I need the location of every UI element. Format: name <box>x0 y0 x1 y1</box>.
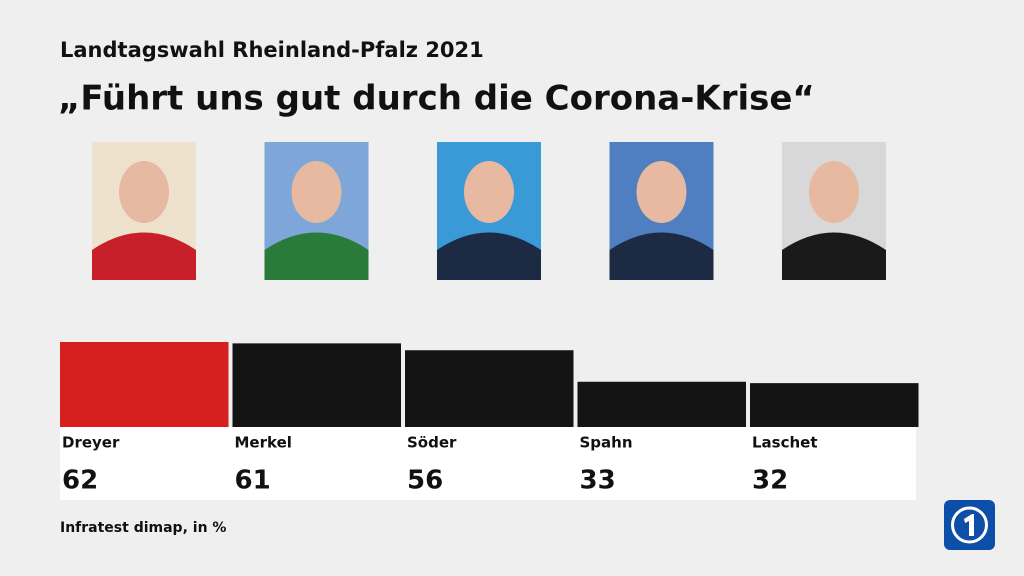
category-label: Dreyer <box>62 434 120 452</box>
photo-face <box>119 161 169 223</box>
bar <box>232 343 401 427</box>
chart-title: Landtagswahl Rheinland-Pfalz 2021 <box>60 38 484 62</box>
value-label: 56 <box>407 466 443 496</box>
photo <box>92 142 196 280</box>
value-label: 62 <box>62 466 98 496</box>
photo <box>782 142 886 280</box>
photo-face <box>809 161 859 223</box>
bar <box>405 350 574 427</box>
value-label: 61 <box>235 466 271 496</box>
photo-body <box>264 232 369 280</box>
photo-body <box>437 232 541 280</box>
photo <box>437 142 541 280</box>
photo-face <box>636 161 687 223</box>
photo-body <box>782 232 886 280</box>
bar <box>750 383 919 427</box>
broadcaster-logo <box>944 500 995 550</box>
photo <box>609 142 714 280</box>
bar <box>60 342 229 427</box>
value-label: 32 <box>752 466 788 496</box>
source: Infratest dimap, in % <box>60 520 226 536</box>
photo <box>264 142 369 280</box>
value-label: 33 <box>580 466 616 496</box>
photo-face <box>291 161 342 223</box>
bar <box>577 381 746 427</box>
category-label: Laschet <box>752 434 818 452</box>
photo-face <box>464 161 514 223</box>
photo-body <box>609 232 714 280</box>
label-panel <box>60 427 916 500</box>
photo-body <box>92 232 196 280</box>
photos <box>92 142 886 280</box>
category-label: Söder <box>407 434 457 452</box>
category-label: Merkel <box>235 434 292 452</box>
category-label: Spahn <box>580 434 633 452</box>
chart-subtitle: „Führt uns gut durch die Corona-Krise“ <box>58 79 815 119</box>
